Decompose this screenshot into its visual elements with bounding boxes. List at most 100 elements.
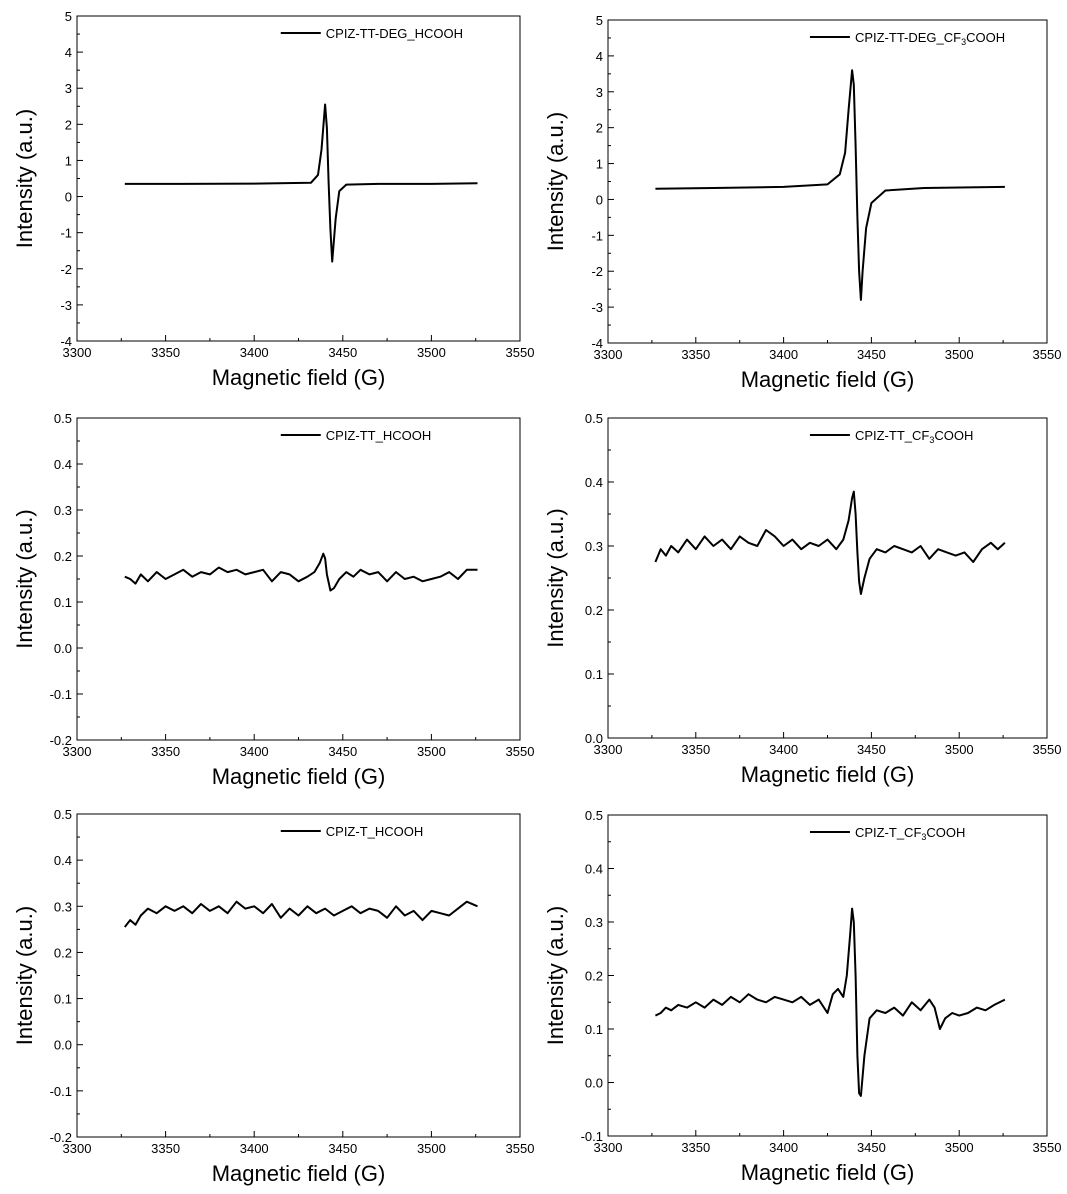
plot-frame (607, 814, 1048, 1137)
y-tick-label: -4 (591, 336, 603, 351)
x-tick-label: 3450 (328, 1141, 357, 1156)
chart-panel-top-right: 3300 3350 3400 3450 3500 3550 -4 -3 -2 -1 0 1 2 3 4 5 Ma… (543, 13, 1061, 392)
plot-frame (76, 417, 521, 741)
plot-frame (607, 417, 1048, 739)
x-tick-label: 3400 (240, 345, 269, 360)
y-tick-label: -0.2 (50, 1130, 72, 1145)
x-tick-label: 3500 (417, 1141, 446, 1156)
x-axis-label: Magnetic field (G) (741, 762, 915, 787)
y-tick-label: 0.2 (585, 969, 603, 984)
y-tick-label: 0.0 (585, 1076, 603, 1091)
x-tick-label: 3550 (506, 1141, 535, 1156)
y-tick-label: 0 (65, 190, 72, 205)
x-tick-label: 3550 (506, 744, 535, 759)
y-tick-label: -0.1 (50, 1084, 72, 1099)
y-tick-label: 0.5 (585, 411, 603, 426)
y-tick-label: 1 (596, 157, 603, 172)
chart-panel-middle-right: 3300 3350 3400 3450 3500 3550 0.0 0.1 0.2 0.3 0.4 0… (543, 411, 1061, 787)
plot-frame (607, 19, 1048, 344)
x-tick-label: 3350 (151, 744, 180, 759)
y-axis-label: Intensity (a.u.) (543, 112, 568, 251)
y-axis-label: Intensity (a.u.) (543, 906, 568, 1045)
x-tick-label: 3350 (151, 1141, 180, 1156)
x-tick-label: 3350 (681, 347, 710, 362)
y-tick-label: 3 (65, 81, 72, 96)
y-tick-label: 0.1 (54, 595, 72, 610)
y-tick-label: 0.3 (585, 539, 603, 554)
x-tick-label: 3350 (681, 742, 710, 757)
y-tick-label: 0.5 (585, 808, 603, 823)
y-tick-label: 0.0 (54, 1038, 72, 1053)
x-tick-label: 3400 (240, 1141, 269, 1156)
y-axis-label: Intensity (a.u.) (543, 508, 568, 647)
y-tick-label: -0.2 (50, 733, 72, 748)
series-line (655, 69, 1005, 301)
y-axis-label: Intensity (a.u.) (12, 906, 37, 1045)
chart-panel-bottom-right: 3300 3350 3400 3450 3500 3550 -0.1 0.0 0.1 0.2 0.3… (543, 808, 1061, 1185)
x-tick-label: 3500 (945, 347, 974, 362)
y-tick-label: -3 (591, 300, 603, 315)
x-tick-label: 3300 (63, 1141, 92, 1156)
legend-label: CPIZ-TT-DEG_CF3COOH (855, 30, 1005, 47)
y-tick-label: 0.3 (54, 503, 72, 518)
y-tick-label: -0.1 (581, 1129, 603, 1144)
x-axis-label: Magnetic field (G) (212, 764, 386, 789)
y-tick-label: 0.0 (54, 641, 72, 656)
x-tick-label: 3550 (1033, 742, 1062, 757)
y-tick-label: 0.5 (54, 411, 72, 426)
x-tick-label: 3450 (857, 1140, 886, 1155)
series-line (124, 103, 478, 263)
y-axis-label: Intensity (a.u.) (12, 109, 37, 248)
x-tick-label: 3400 (769, 347, 798, 362)
y-tick-label: 0.4 (585, 862, 603, 877)
y-tick-label: 1 (65, 153, 72, 168)
y-tick-label: 0.2 (585, 603, 603, 618)
legend-label: CPIZ-T_CF3COOH (855, 825, 965, 842)
y-tick-label: 0.5 (54, 807, 72, 822)
legend-label: CPIZ-TT_CF3COOH (855, 428, 973, 445)
y-tick-label: 0.3 (54, 899, 72, 914)
y-tick-label: 0.1 (585, 1022, 603, 1037)
x-tick-label: 3300 (594, 347, 623, 362)
x-tick-label: 3300 (63, 345, 92, 360)
y-tick-label: -2 (591, 264, 603, 279)
plot-frame (76, 813, 521, 1138)
y-tick-label: 0.4 (54, 457, 72, 472)
y-tick-label: -2 (60, 262, 72, 277)
x-tick-label: 3500 (417, 345, 446, 360)
y-tick-label: 2 (596, 121, 603, 136)
y-tick-label: -4 (60, 334, 72, 349)
y-tick-label: 0.0 (585, 731, 603, 746)
x-axis-label: Magnetic field (G) (212, 1161, 386, 1186)
legend-label: CPIZ-T_HCOOH (326, 824, 424, 839)
y-tick-label: 0.1 (585, 667, 603, 682)
y-tick-label: 0.1 (54, 992, 72, 1007)
y-tick-label: -1 (591, 228, 603, 243)
y-tick-label: 4 (596, 49, 603, 64)
series-line (654, 490, 1006, 595)
series-line (124, 552, 478, 592)
x-tick-label: 3500 (945, 1140, 974, 1155)
x-tick-label: 3550 (506, 345, 535, 360)
legend-label: CPIZ-TT_HCOOH (326, 428, 431, 443)
plot-frame (76, 15, 521, 342)
x-tick-label: 3400 (769, 742, 798, 757)
y-tick-label: -3 (60, 298, 72, 313)
y-tick-label: 0.2 (54, 549, 72, 564)
series-line (654, 907, 1006, 1097)
x-tick-label: 3300 (594, 1140, 623, 1155)
y-tick-label: -1 (60, 226, 72, 241)
chart-panel-middle-left: 3300 3350 3400 3450 3500 3550 -0.2 -0.1 0.0 0.1 0.… (12, 411, 534, 789)
x-tick-label: 3400 (240, 744, 269, 759)
x-tick-label: 3450 (328, 345, 357, 360)
y-tick-label: 0.4 (54, 853, 72, 868)
x-tick-label: 3300 (594, 742, 623, 757)
y-tick-label: 0 (596, 192, 603, 207)
y-tick-label: 3 (596, 85, 603, 100)
x-tick-label: 3550 (1033, 347, 1062, 362)
x-tick-label: 3450 (857, 742, 886, 757)
y-tick-label: 0.3 (585, 915, 603, 930)
series-line (124, 900, 478, 928)
y-tick-label: 0.2 (54, 945, 72, 960)
